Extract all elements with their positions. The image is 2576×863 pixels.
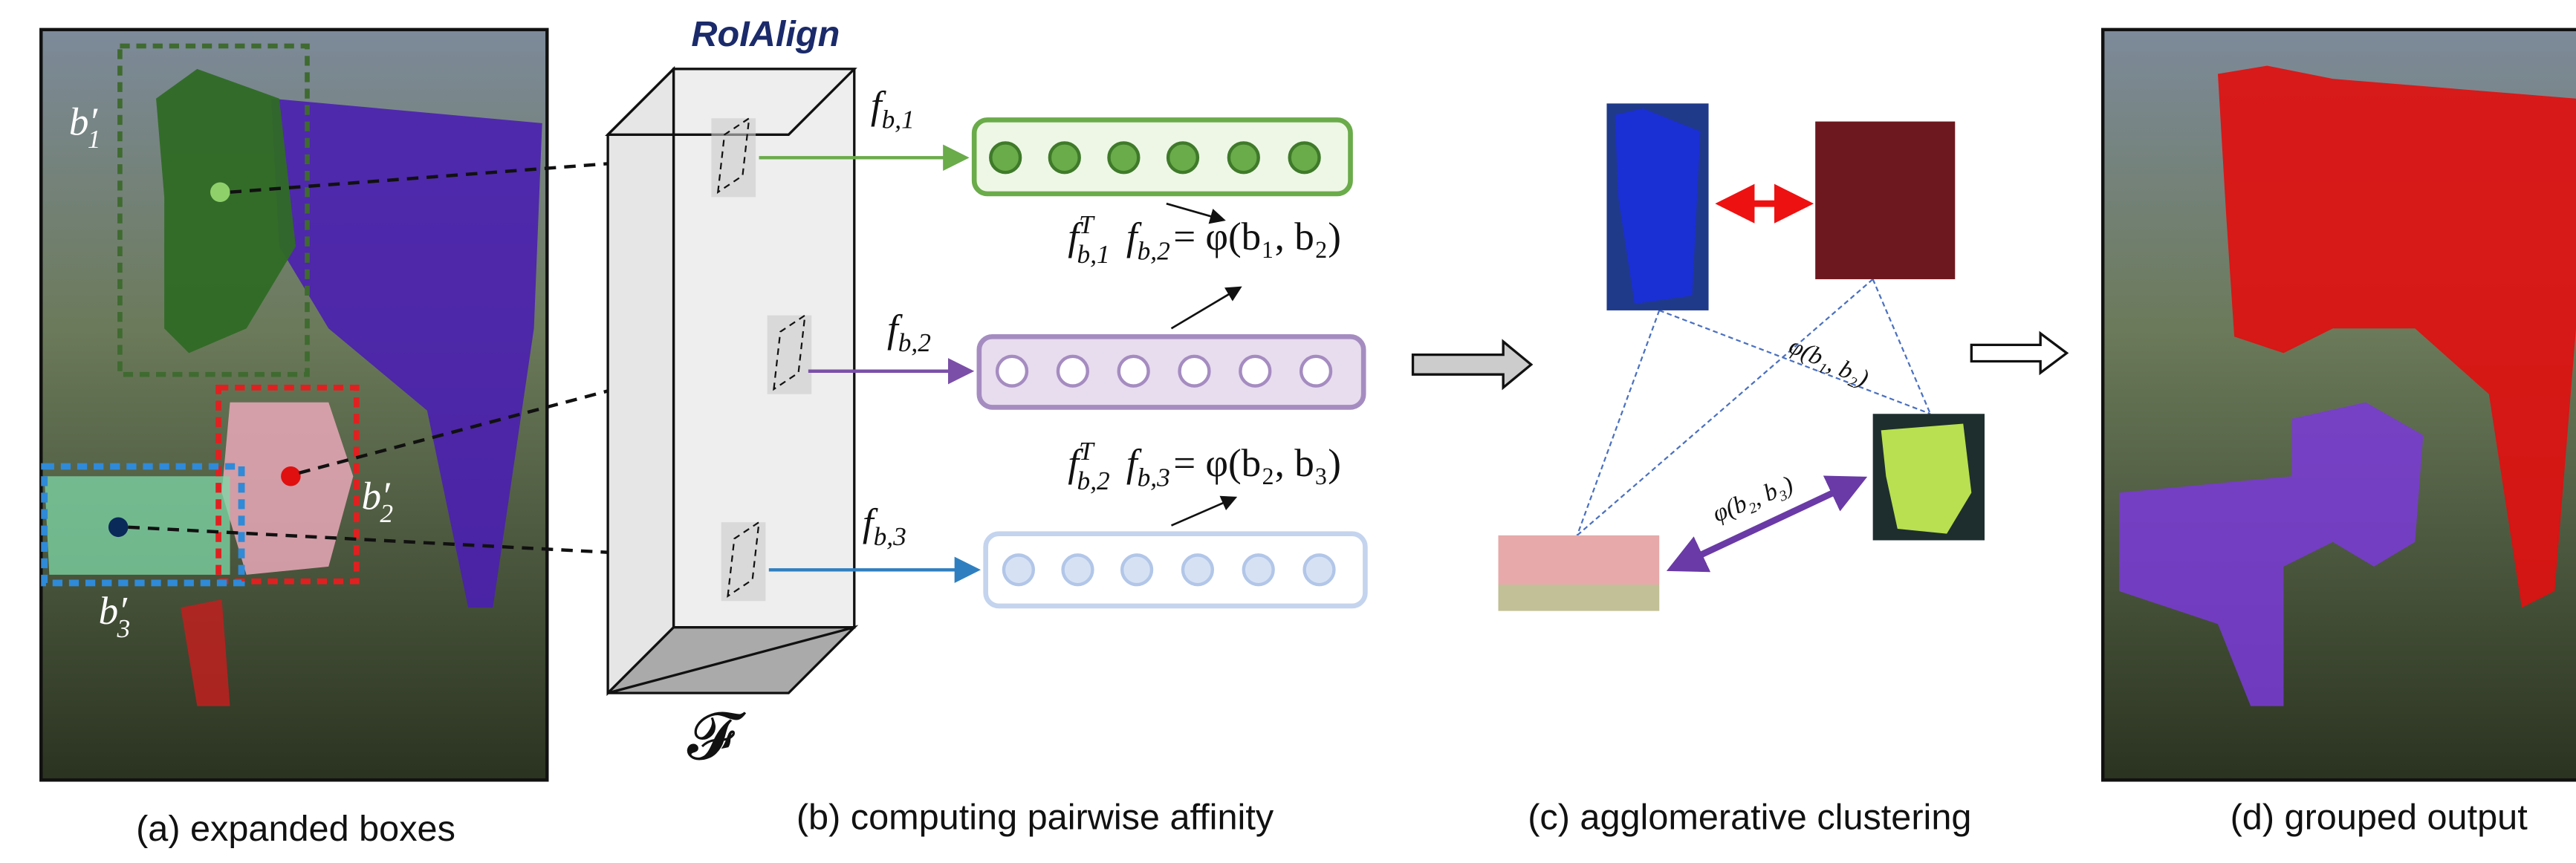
text-part: b: [99, 590, 119, 633]
text-part: = φ(b₂, b₃): [1173, 442, 1341, 485]
step-arrow: [1413, 342, 1531, 388]
pointer-arrow: [1172, 287, 1241, 328]
feature-vector: [979, 336, 1363, 407]
text-part: b,2: [898, 328, 931, 357]
text-part: b,1: [882, 104, 915, 134]
feature-vector: [986, 534, 1366, 606]
text-part: b,3: [874, 521, 906, 551]
feature-map-label: 𝓕: [687, 698, 746, 775]
text-part: T: [1079, 436, 1095, 466]
panel-a-image: [41, 30, 547, 780]
roialign-label: RoIAlign: [691, 14, 840, 54]
panel-caption: (a) expanded boxes: [136, 809, 455, 849]
cluster-graph: [1499, 103, 1985, 610]
edge-label: φ(b₁, b₂): [1785, 332, 1872, 392]
feature-label: fb,1: [871, 84, 915, 134]
panel-caption: (c) agglomerative clustering: [1528, 798, 1971, 838]
panel-caption: (d) grouped output: [2231, 798, 2528, 838]
text-part: 1: [88, 124, 101, 154]
feature-label: fb,2: [887, 307, 931, 357]
feature-label: fb,3: [863, 501, 906, 551]
text-part: 3: [117, 613, 131, 643]
panel-d-image: [2103, 30, 2576, 780]
feature-map: [608, 69, 854, 693]
panel-caption: (b) computing pairwise affinity: [797, 798, 1274, 838]
text-part: b: [69, 100, 89, 143]
text-part: b,3: [1138, 463, 1170, 492]
text-part: b: [361, 475, 381, 518]
text-part: b,2: [1138, 235, 1170, 265]
text-part: T: [1079, 209, 1095, 239]
text-part: b,2: [1077, 466, 1110, 495]
text-part: 2: [380, 498, 393, 528]
figure: b′1 b′2 b′3 RoIAlign 𝓕 fb,1 fb,2 fb,3 fT…: [0, 0, 2576, 863]
text-part: b,1: [1077, 239, 1110, 269]
feature-vector: [974, 120, 1350, 193]
text-part: = φ(b₁, b₂): [1173, 215, 1341, 258]
step-arrow: [1971, 333, 2066, 373]
pointer-arrow: [1172, 498, 1236, 526]
